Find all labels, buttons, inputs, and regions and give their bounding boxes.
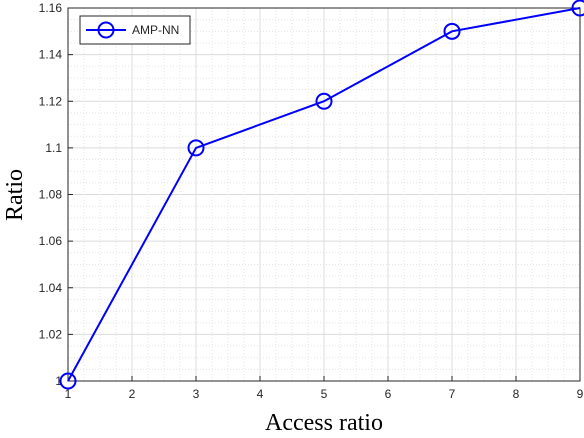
x-tick-label: 4 xyxy=(257,387,264,401)
x-tick-label: 9 xyxy=(577,387,584,401)
y-tick-label: 1.04 xyxy=(39,281,63,295)
x-tick-label: 2 xyxy=(129,387,136,401)
y-tick-label: 1.14 xyxy=(39,48,63,62)
y-axis-label: Ratio xyxy=(2,169,28,221)
x-axis-label: Access ratio xyxy=(265,410,383,436)
x-tick-label: 6 xyxy=(385,387,392,401)
x-tick-label: 3 xyxy=(193,387,200,401)
x-tick-label: 1 xyxy=(65,387,72,401)
marker xyxy=(443,22,461,40)
marker xyxy=(571,0,584,17)
y-tick-label: 1 xyxy=(55,374,62,388)
marker xyxy=(187,139,205,157)
y-tick-label: 1.12 xyxy=(39,94,63,108)
legend-marker xyxy=(97,21,115,39)
x-tick-label: 8 xyxy=(513,387,520,401)
y-tick-label: 1.1 xyxy=(45,141,62,155)
y-tick-label: 1.16 xyxy=(39,1,63,15)
y-tick-label: 1.06 xyxy=(39,234,63,248)
line xyxy=(67,7,581,382)
plot-frame xyxy=(67,7,581,382)
y-tick-label: 1.08 xyxy=(39,188,63,202)
legend-label: AMP-NN xyxy=(132,23,179,37)
marker xyxy=(315,92,333,110)
x-tick-label: 7 xyxy=(449,387,456,401)
y-tick-label: 1.02 xyxy=(39,327,63,341)
x-tick-label: 5 xyxy=(321,387,328,401)
marker xyxy=(59,372,77,390)
